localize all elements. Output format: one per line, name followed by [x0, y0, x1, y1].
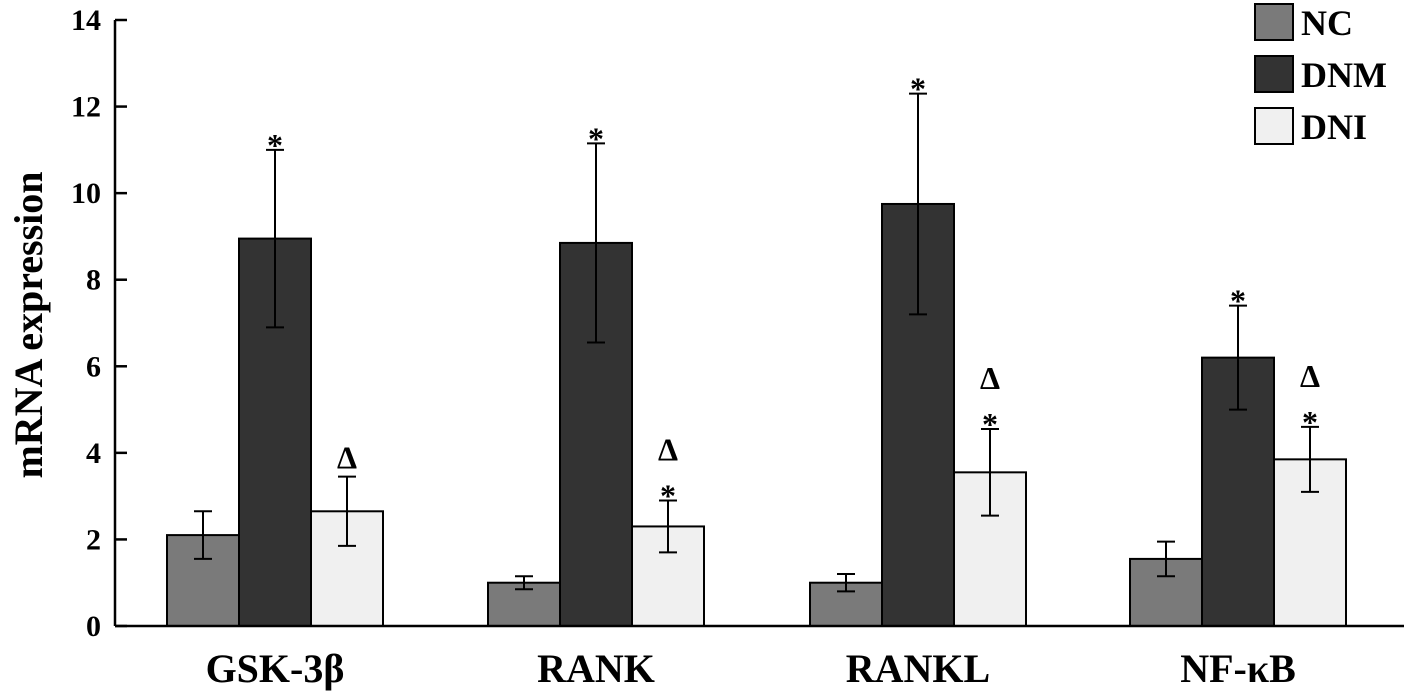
- y-tick-label: 14: [71, 4, 101, 37]
- y-axis-label: mRNA expression: [6, 171, 51, 478]
- bar-group: *Δ: [166, 127, 384, 627]
- y-tick-label: 8: [86, 264, 101, 297]
- legend: NC DNM DNI: [1254, 3, 1387, 147]
- y-axis: 0 2 4 6 8 10 12 14: [71, 4, 127, 643]
- bar-group: * * Δ: [809, 71, 1027, 628]
- bars: *Δ**Δ**Δ**Δ: [166, 71, 1347, 628]
- y-tick-label: 0: [86, 610, 101, 643]
- significance-mark: *: [588, 120, 604, 156]
- legend-label: DNI: [1301, 107, 1367, 147]
- x-tick-label: NF-κB: [1180, 646, 1296, 691]
- legend-swatch: [1254, 55, 1294, 93]
- significance-mark: *: [1230, 283, 1246, 319]
- x-axis: GSK-3β RANK RANKL NF-κB: [115, 624, 1404, 691]
- significance-mark: *: [982, 406, 998, 442]
- legend-swatch: [1254, 3, 1294, 41]
- x-tick-label: RANK: [537, 646, 655, 691]
- y-tick-label: 12: [71, 91, 101, 124]
- y-tick-label: 6: [86, 350, 101, 383]
- legend-swatch: [1254, 107, 1294, 145]
- significance-mark: Δ: [658, 431, 678, 467]
- significance-mark: *: [267, 127, 283, 163]
- significance-mark: *: [1302, 404, 1318, 440]
- legend-label: DNM: [1301, 55, 1387, 95]
- significance-mark: *: [660, 477, 676, 513]
- significance-mark: Δ: [980, 360, 1000, 396]
- x-tick-label: GSK-3β: [206, 646, 345, 691]
- legend-label: NC: [1301, 3, 1353, 43]
- y-tick-label: 2: [86, 523, 101, 556]
- bar-group: * * Δ: [1129, 283, 1347, 628]
- y-tick-label: 10: [71, 177, 101, 210]
- significance-mark: Δ: [337, 440, 357, 476]
- y-tick-label: 4: [86, 437, 101, 470]
- significance-mark: *: [910, 71, 926, 107]
- significance-mark: Δ: [1300, 358, 1320, 394]
- bar-group: * * Δ: [487, 120, 705, 628]
- x-tick-label: RANKL: [846, 646, 990, 691]
